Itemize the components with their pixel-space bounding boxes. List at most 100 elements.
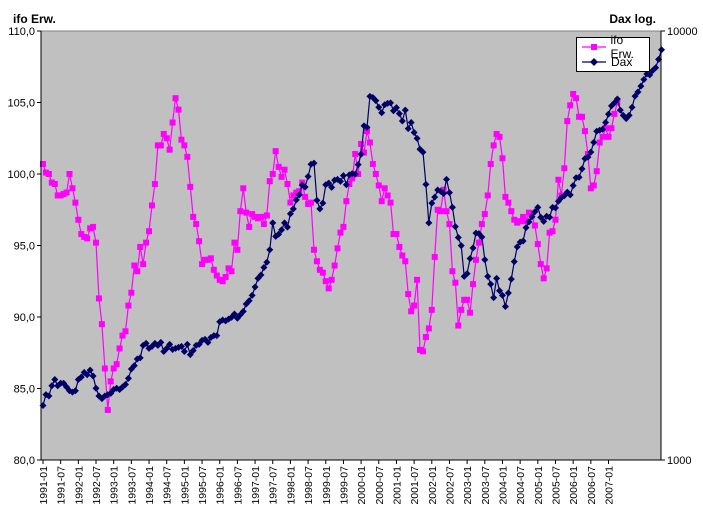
data-point [310, 159, 318, 167]
y-right-tick-label: 10000 [667, 26, 698, 38]
x-tick-label: 1991-01 [38, 466, 50, 505]
data-point [531, 222, 538, 229]
data-point [95, 295, 102, 302]
legend-item-ifo: ifo Erw. [581, 33, 649, 61]
data-point [443, 208, 450, 215]
data-point [187, 183, 194, 190]
x-tick-label: 1997-01 [250, 466, 262, 505]
data-point [343, 198, 350, 205]
data-point [83, 371, 91, 379]
data-point [452, 279, 459, 286]
data-point [517, 218, 524, 225]
data-point [257, 213, 264, 220]
data-point [325, 285, 332, 292]
data-point [419, 148, 427, 156]
data-point [196, 238, 203, 245]
data-point [407, 118, 415, 126]
data-point [570, 90, 577, 97]
data-point [534, 203, 542, 211]
data-point [575, 173, 583, 181]
data-point [157, 338, 165, 346]
data-point [608, 125, 615, 132]
data-point [319, 199, 327, 207]
legend-item-dax: Dax [581, 55, 632, 69]
data-point [414, 276, 421, 283]
data-point [245, 297, 253, 305]
data-point [213, 332, 221, 340]
plot-area [40, 30, 662, 461]
data-point [602, 118, 610, 126]
x-tick-label: 2002-01 [427, 466, 439, 505]
data-point [178, 136, 185, 143]
data-point [564, 118, 571, 125]
x-tick-label: 2003-07 [480, 466, 492, 505]
data-point [443, 175, 451, 183]
data-point [469, 244, 477, 252]
data-point [336, 177, 344, 185]
data-point [181, 142, 188, 149]
data-point [372, 97, 380, 105]
data-point [199, 261, 206, 268]
data-point [286, 210, 294, 218]
data-point [128, 289, 135, 296]
data-point [228, 268, 235, 275]
data-point [463, 270, 471, 278]
data-point [375, 103, 383, 111]
data-point [496, 287, 504, 295]
data-point [540, 275, 547, 282]
data-point [251, 283, 259, 291]
y-left-tick-label: 85,0 [14, 384, 35, 396]
data-point [405, 291, 412, 298]
data-point [295, 191, 303, 199]
data-point [92, 384, 100, 392]
data-point [193, 221, 200, 228]
data-point [292, 196, 300, 204]
data-point [142, 339, 150, 347]
data-point [266, 246, 274, 254]
data-point [498, 291, 506, 299]
data-point [160, 130, 167, 137]
data-point [337, 229, 344, 236]
data-point [599, 133, 606, 140]
data-point [431, 253, 438, 260]
data-point [579, 113, 586, 120]
data-point [124, 374, 132, 382]
data-point [573, 95, 580, 102]
data-point [425, 219, 433, 227]
data-point [110, 365, 117, 372]
data-point [428, 199, 436, 207]
data-point [446, 221, 453, 228]
data-point [561, 165, 568, 172]
data-point [457, 242, 465, 250]
x-tick-label: 1995-01 [179, 466, 191, 505]
data-point [513, 243, 521, 251]
data-point [72, 199, 79, 206]
legend-ifo-symbol-icon [582, 44, 606, 50]
data-point [487, 280, 495, 288]
data-point [549, 228, 556, 235]
data-point [190, 213, 197, 220]
data-point [408, 308, 415, 315]
data-point [378, 109, 386, 117]
y-left-tick-label: 105,0 [7, 98, 35, 110]
data-point [340, 223, 347, 230]
data-point [287, 199, 294, 206]
data-point [599, 125, 607, 133]
x-tick-label: 2003-01 [462, 466, 474, 505]
data-point [484, 272, 492, 280]
data-point [652, 64, 660, 72]
data-point [349, 175, 356, 182]
y-right-tick-label: 1000 [667, 455, 691, 467]
data-point [66, 171, 73, 177]
data-point [93, 239, 100, 246]
data-point [189, 346, 197, 354]
data-point [458, 306, 465, 313]
data-point [504, 289, 512, 297]
data-point [393, 231, 400, 238]
data-point [281, 219, 289, 227]
data-point [496, 133, 503, 140]
data-point [646, 71, 654, 79]
data-point [84, 235, 91, 242]
data-point [425, 325, 432, 332]
data-point [269, 219, 277, 227]
